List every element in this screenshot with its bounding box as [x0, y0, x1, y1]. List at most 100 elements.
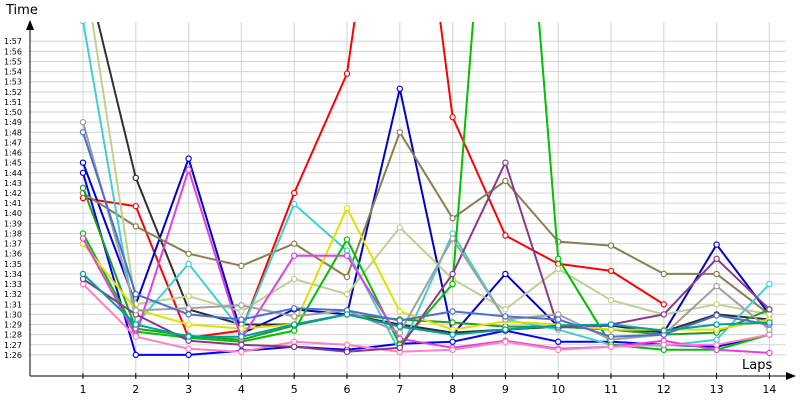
series-5 — [79, 129, 773, 318]
series-line — [82, 161, 771, 353]
data-point — [238, 333, 245, 340]
data-point — [238, 348, 245, 356]
data-point — [185, 321, 192, 328]
y-tick-label: 1:45 — [4, 159, 22, 168]
data-point — [449, 331, 456, 338]
data-point — [132, 351, 139, 359]
data-point — [502, 338, 509, 345]
y-tick-label: 1:53 — [4, 78, 22, 87]
data-point — [502, 232, 509, 239]
data-point — [343, 70, 351, 77]
x-tick-label: 12 — [657, 383, 671, 396]
data-point — [185, 305, 192, 312]
data-point — [555, 338, 562, 345]
y-tick-label: 1:55 — [4, 57, 22, 66]
data-point — [238, 302, 245, 309]
series-6 — [91, 22, 773, 318]
series-line — [96, 22, 770, 334]
data-point — [79, 169, 87, 176]
data-point — [185, 155, 192, 162]
data-point — [449, 215, 456, 222]
data-point — [396, 308, 403, 315]
data-point — [396, 344, 403, 351]
y-tick-label: 1:39 — [4, 219, 22, 228]
data-point — [291, 313, 298, 320]
data-point — [502, 313, 509, 320]
y-tick-label: 1:35 — [4, 260, 22, 269]
data-point — [132, 333, 139, 340]
data-point — [555, 346, 562, 354]
data-point — [660, 311, 668, 318]
data-point — [660, 341, 668, 348]
data-point — [291, 327, 298, 334]
data-point — [607, 297, 615, 304]
y-tick-label: 1:46 — [4, 149, 22, 158]
y-tick-label: 1:43 — [4, 179, 22, 188]
data-point — [238, 262, 245, 270]
x-axis-label: Laps — [742, 358, 772, 373]
data-point — [79, 230, 87, 237]
data-point — [79, 235, 87, 242]
data-point — [343, 311, 351, 318]
data-point — [343, 204, 351, 212]
data-point — [132, 202, 139, 210]
y-tick-label: 1:33 — [4, 280, 22, 289]
data-point — [766, 280, 773, 288]
data-point — [502, 177, 509, 185]
data-point — [396, 224, 403, 231]
data-point — [660, 346, 668, 354]
data-point — [713, 336, 720, 343]
y-tick-label: 1:34 — [4, 270, 22, 279]
x-tick-label: 5 — [291, 383, 298, 396]
data-point — [291, 321, 298, 328]
data-point — [449, 113, 456, 121]
y-tick-label: 1:31 — [4, 300, 22, 309]
data-point — [291, 252, 298, 259]
data-point — [79, 194, 87, 202]
data-point — [291, 200, 298, 208]
data-point — [79, 270, 87, 278]
data-point — [607, 326, 615, 333]
data-point — [396, 329, 403, 336]
data-point — [607, 333, 615, 340]
x-tick-label: 7 — [396, 383, 403, 396]
data-point — [766, 319, 773, 326]
y-tick-label: 1:47 — [4, 138, 22, 147]
data-point — [185, 166, 192, 173]
data-point — [185, 311, 192, 318]
data-point — [449, 235, 456, 242]
data-point — [132, 174, 139, 182]
data-point — [79, 280, 87, 288]
data-point — [502, 159, 509, 166]
y-axis-arrow — [26, 20, 34, 30]
data-point — [185, 250, 192, 257]
data-point — [291, 343, 298, 350]
data-point — [396, 129, 403, 136]
y-tick-label: 1:56 — [4, 47, 22, 56]
data-point — [185, 260, 192, 268]
data-point — [607, 267, 615, 275]
data-point — [79, 275, 87, 283]
y-tick-label: 1:38 — [4, 229, 22, 238]
series-line — [82, 131, 771, 316]
series-line — [82, 22, 770, 351]
data-point — [185, 351, 192, 359]
series-line — [82, 283, 770, 353]
data-point — [343, 236, 351, 243]
data-point — [713, 341, 720, 348]
data-point — [607, 242, 615, 249]
data-point — [79, 118, 87, 126]
data-point — [291, 189, 298, 197]
x-axis-arrow — [786, 372, 796, 380]
data-point — [502, 326, 509, 333]
data-point — [238, 316, 245, 323]
data-point — [660, 327, 668, 334]
data-point — [132, 290, 139, 298]
series-line — [91, 22, 770, 316]
y-tick-label: 1:40 — [4, 209, 22, 218]
y-tick-label: 1:29 — [4, 321, 22, 330]
data-point — [713, 321, 720, 328]
y-axis-label: Time — [5, 3, 38, 18]
data-point — [343, 348, 351, 356]
x-tick-label: 14 — [762, 383, 776, 396]
